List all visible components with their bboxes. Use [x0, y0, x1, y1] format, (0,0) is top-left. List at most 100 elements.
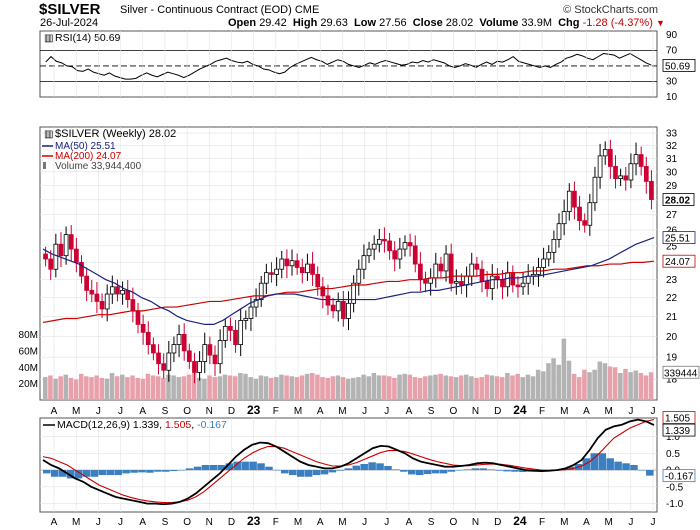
price-x-tick: D — [228, 406, 235, 417]
candle-body — [489, 275, 495, 289]
macd-histogram-bar — [384, 466, 392, 471]
stockcharts-credit[interactable]: © StockCharts.com — [563, 4, 658, 16]
macd-histogram-bar — [225, 463, 234, 471]
candle-body — [484, 281, 490, 289]
macd-histogram-bar — [201, 465, 210, 471]
volume-bar — [176, 377, 182, 400]
candle-body — [238, 320, 244, 346]
volume-bar — [597, 361, 603, 400]
macd-x-tick: A — [51, 517, 58, 528]
candle-body — [541, 258, 546, 268]
candle-body — [459, 281, 464, 286]
candle-body — [305, 263, 310, 274]
macd-histogram-bar — [162, 470, 170, 472]
macd-histogram-bar — [296, 470, 305, 477]
price-x-tick: A — [406, 406, 413, 417]
macd-x-tick: M — [294, 517, 302, 528]
candle-body — [63, 234, 69, 257]
volume-label: Volume — [479, 17, 519, 29]
macd-legend: MACD(12,26,9) 1.339, 1.505, -0.167 — [57, 419, 227, 431]
volume-bar — [330, 376, 336, 400]
ma200-value-box — [662, 254, 696, 268]
candle-body — [623, 175, 629, 181]
candle-body — [643, 166, 649, 182]
volume-bar — [592, 369, 597, 400]
macd-line — [42, 418, 655, 506]
macd-x-tick: J — [118, 517, 123, 528]
macd-x-tick: A — [583, 517, 590, 528]
candle-body — [310, 263, 315, 275]
candle-body — [500, 279, 505, 288]
volume-bar — [366, 376, 372, 400]
price-y-tick: 23 — [666, 275, 678, 286]
macd-histogram-bar — [638, 470, 646, 471]
ma200-value-label: 24.07 — [665, 257, 690, 268]
macd-histogram-bar — [82, 470, 91, 477]
volume-bar — [489, 375, 495, 400]
volume-bar — [186, 374, 192, 400]
candle-body — [407, 242, 413, 247]
last-close-label-box — [662, 193, 695, 206]
macd-value-box — [662, 411, 696, 424]
macd-histogram-bar — [193, 466, 202, 471]
candle-body — [438, 263, 444, 272]
candle-body — [418, 263, 423, 281]
candle-body — [371, 243, 377, 250]
candle-body — [120, 289, 125, 295]
candle-body — [192, 361, 197, 373]
macd-x-tick: M — [604, 517, 612, 528]
macd-value-label: 1.339 — [665, 426, 690, 437]
price-x-tick: S — [162, 406, 169, 417]
macd-histogram-bar — [320, 470, 329, 475]
macd-x-tick: M — [560, 517, 568, 528]
price-y-tick: 31 — [666, 154, 678, 165]
macd-histogram-bar — [154, 470, 162, 472]
price-x-tick: F — [539, 406, 545, 417]
volume-bar — [274, 377, 279, 400]
ma50-legend: MA(50) 25.51 — [55, 141, 116, 152]
price-x-tick: M — [72, 406, 80, 417]
candle-body — [376, 238, 382, 245]
macd-x-tick: F — [273, 517, 279, 528]
volume-bar — [643, 375, 649, 400]
volume-bar — [407, 374, 413, 400]
candle-body — [104, 293, 110, 310]
macd-legend-hist: -0.167 — [197, 419, 227, 431]
macd-histogram-bar — [138, 470, 146, 473]
volume-bar — [155, 376, 161, 400]
description-text: Silver - Continuous Contract (EOD) — [120, 4, 292, 16]
ma50-line — [42, 237, 655, 326]
volume-bar — [433, 374, 438, 400]
close-label: Close — [412, 17, 443, 29]
macd-histogram-bar — [360, 463, 368, 471]
price-x-tick: N — [206, 406, 213, 417]
candle-body — [74, 248, 79, 263]
volume-bar — [515, 373, 520, 400]
candle-body — [289, 260, 295, 267]
macd-legend-signal: 1.505 — [165, 419, 191, 431]
macd-histogram-bar — [606, 458, 614, 471]
price-x-tick: M — [294, 406, 302, 417]
candle-body — [525, 275, 531, 284]
macd-histogram-bar — [471, 468, 480, 471]
volume-bar — [530, 376, 536, 400]
volume-bar — [84, 376, 89, 400]
macd-x-tick: N — [472, 517, 479, 528]
candle-body — [135, 310, 141, 325]
open-value: 29.42 — [259, 17, 287, 29]
candle-body — [207, 344, 213, 356]
macd-x-tick: S — [428, 517, 435, 528]
low-label: Low — [354, 17, 377, 29]
volume-bar — [345, 378, 351, 400]
price-x-tick: A — [139, 406, 146, 417]
volume-bar — [453, 377, 459, 400]
candle-body — [597, 155, 603, 178]
volume-bar — [48, 375, 53, 400]
volume-bar — [576, 377, 582, 400]
candle-body — [325, 295, 331, 306]
macd-histogram-bar — [376, 463, 384, 471]
candle-body — [515, 284, 521, 288]
price-x-tick: A — [583, 406, 590, 417]
macd-x-tick: O — [449, 517, 457, 528]
